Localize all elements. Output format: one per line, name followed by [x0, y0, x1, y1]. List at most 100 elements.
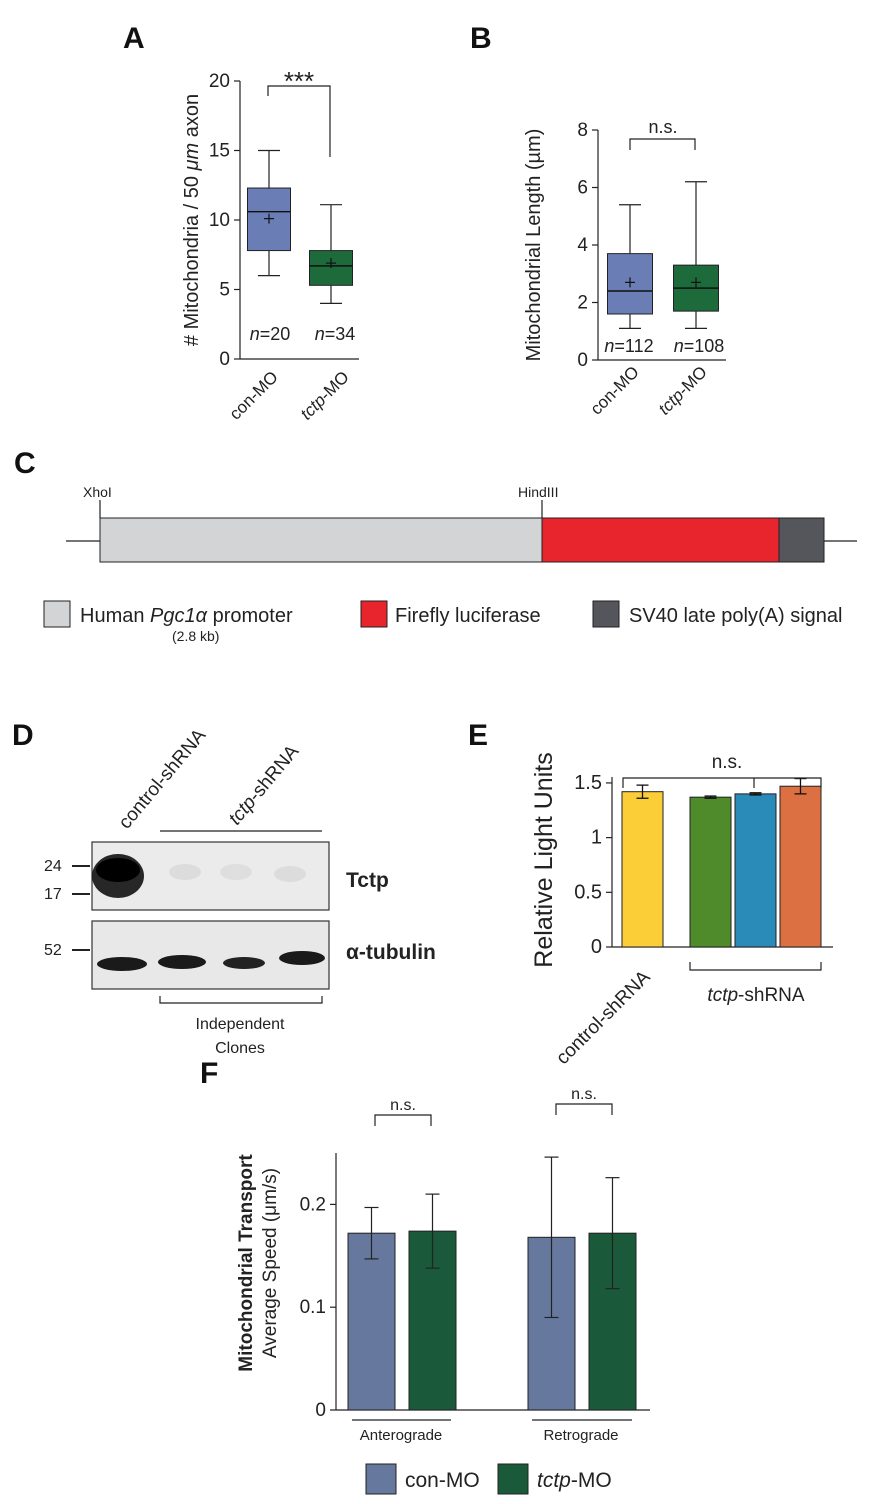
panel-e-y-axis-label: Relative Light Units [530, 752, 558, 967]
bar-group [779, 777, 822, 948]
panel-b-n-tctp: n=108 [674, 336, 725, 356]
panel-f-y-axis-label-line2: Average Speed (μm/s) [260, 1168, 281, 1358]
panel-c: C XhoI HindIII Human Pgc1α promoter (2.8… [14, 447, 857, 644]
clones-label-line2: Clones [215, 1040, 265, 1057]
y-tick-label: 0 [577, 350, 588, 371]
panel-e-x-label-control: control-shRNA [552, 966, 654, 1068]
panel-f-y-axis-label-line1: Mitochondrial Transport [236, 1154, 257, 1372]
panel-f-significance-anterograde: n.s. [390, 1097, 416, 1114]
panel-letter-b: B [470, 22, 492, 55]
panel-d: D control-shRNA tctp-shRNA 24 17 Tctp 52… [12, 719, 436, 1057]
panel-b-x-label-tctp: tctp-MO [655, 362, 711, 418]
blot-band-tubulin-2 [158, 955, 206, 969]
box-tctp-MO [673, 181, 719, 329]
clones-bracket [159, 996, 323, 1004]
blot-band-tubulin-4 [279, 951, 325, 965]
legend-swatch-polya [592, 600, 620, 628]
panel-b-x-label-con: con-MO [587, 362, 643, 418]
panel-b-y-axis-label: Mitochondrial Length (µm) [523, 129, 545, 362]
panel-f: F Mitochondrial Transport Average Speed … [200, 1057, 650, 1495]
clones-label-line1: Independent [196, 1016, 286, 1033]
bar-group [621, 784, 664, 948]
panel-e-tctp-bracket [689, 962, 822, 971]
y-tick-label: 1 [591, 827, 602, 849]
panel-a: A # Mitochondria / 50 μm axon 0 5 10 15 20 *… [123, 22, 359, 424]
legend-promoter-size: (2.8 kb) [172, 628, 219, 644]
panel-b: B Mitochondrial Length (µm) 0 2 4 6 8 n.s. n… [470, 22, 726, 419]
panel-f-legend-label-con: con-MO [405, 1469, 480, 1492]
panel-e-significance-label: n.s. [712, 752, 743, 773]
panel-letter-d: D [12, 719, 34, 752]
panel-a-x-label-con: con-MO [226, 367, 282, 423]
lane-label-tctp: tctp-shRNA [225, 741, 304, 829]
pgc1a-promoter-segment [99, 517, 543, 563]
box-con-MO [247, 149, 291, 277]
panel-b-significance: n.s. [629, 117, 696, 150]
bar-group-con-MO [527, 1156, 576, 1411]
polya-signal-segment [778, 517, 825, 563]
panel-a-significance-label: *** [284, 66, 314, 96]
panel-e: E Relative Light Units 0 0.5 1 1.5 n.s. con… [468, 719, 833, 1069]
lane-label-control: control-shRNA [115, 725, 211, 833]
y-tick-label: 0 [219, 349, 230, 370]
bar-group-con-MO [347, 1206, 396, 1411]
panel-letter-c: C [14, 447, 36, 480]
box-con-MO [607, 204, 653, 329]
panel-f-category-anterograde: Anterograde [360, 1427, 443, 1444]
panel-f-category-retrograde: Retrograde [543, 1427, 618, 1444]
panel-f-bars [347, 1156, 637, 1411]
y-tick-label: 5 [219, 280, 230, 301]
panel-a-significance: *** [267, 66, 331, 157]
bar-group-tctp-MO [408, 1193, 457, 1411]
legend-label-polya: SV40 late poly(A) signal [629, 605, 842, 627]
y-tick-label: 20 [209, 71, 230, 92]
y-tick-label: 0.2 [300, 1194, 326, 1215]
hindiii-site-label: HindIII [518, 484, 558, 500]
panel-f-legend-label-tctp: tctp-MO [537, 1469, 612, 1492]
y-tick-label: 6 [577, 178, 588, 199]
bar [734, 793, 777, 948]
y-tick-label: 0 [315, 1400, 326, 1421]
legend-label-luciferase: Firefly luciferase [395, 605, 541, 627]
panel-letter-a: A [123, 22, 145, 55]
bar-group [734, 792, 777, 948]
bar [347, 1232, 396, 1411]
y-tick-label: 15 [209, 141, 230, 162]
bar [689, 796, 732, 948]
legend-swatch-promoter [43, 600, 71, 628]
panel-f-sig-bracket-anterograde [374, 1114, 432, 1126]
panel-a-x-label-tctp: tctp-MO [297, 367, 353, 423]
marker-52: 52 [44, 942, 62, 959]
y-tick-label: 0 [591, 936, 602, 958]
panel-letter-e: E [468, 719, 488, 752]
y-tick-label: 1.5 [574, 772, 602, 794]
y-tick-label: 10 [209, 210, 230, 231]
panel-e-bars [621, 777, 822, 948]
panel-e-sig-bracket [622, 777, 822, 788]
panel-a-y-axis-label: # Mitochondria / 50 μm axon [181, 94, 203, 346]
panel-f-legend-swatch-tctp [497, 1463, 529, 1495]
bar-group [689, 795, 732, 948]
panel-letter-f: F [200, 1057, 218, 1090]
panel-f-sig-bracket-retrograde [555, 1103, 613, 1115]
blot-band-tubulin-3 [223, 957, 265, 969]
panel-b-significance-label: n.s. [648, 117, 677, 137]
luciferase-segment [541, 517, 780, 563]
legend-swatch-luciferase [360, 600, 388, 628]
marker-17: 17 [44, 886, 62, 903]
panel-a-n-con: n=20 [250, 324, 291, 344]
xhoi-site-label: XhoI [83, 484, 112, 500]
y-tick-label: 4 [577, 235, 588, 256]
blot-band-tubulin-1 [97, 957, 147, 971]
y-tick-label: 0.5 [574, 881, 602, 903]
y-tick-label: 0.1 [300, 1297, 326, 1318]
panel-a-boxes [247, 149, 353, 304]
blot-label-tubulin: α-tubulin [346, 941, 436, 964]
box-tctp-MO [309, 204, 353, 304]
y-tick-label: 2 [577, 293, 588, 314]
panel-f-significance-retrograde: n.s. [571, 1086, 597, 1103]
panel-b-axes: 0 2 4 6 8 [577, 120, 726, 371]
panel-a-n-tctp: n=34 [315, 324, 356, 344]
bar-group-tctp-MO [588, 1177, 637, 1411]
